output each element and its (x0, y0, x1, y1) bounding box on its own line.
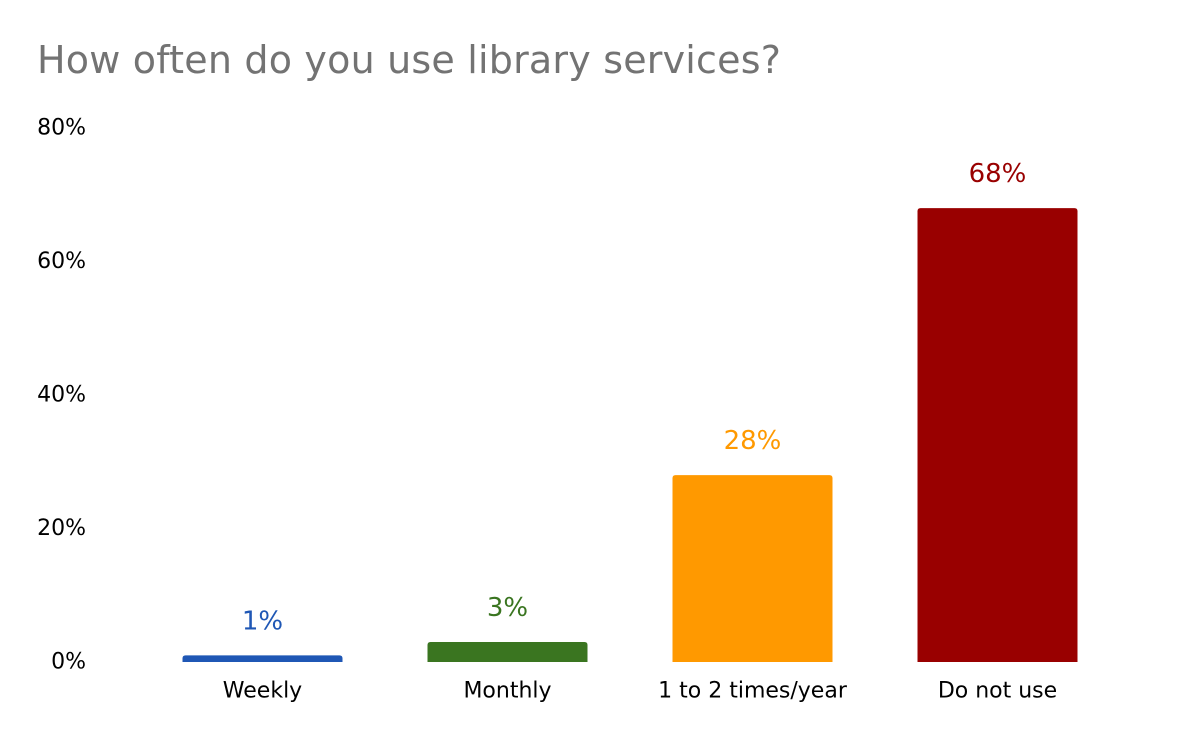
x-tick-label: 1 to 2 times/year (658, 679, 848, 704)
x-axis: Weekly Monthly 1 to 2 times/year Do not use (223, 679, 1057, 704)
data-label: 68% (969, 159, 1027, 189)
data-label: 1% (242, 606, 283, 636)
x-tick-label: Monthly (463, 679, 551, 704)
y-tick-label: 20% (37, 516, 86, 541)
data-labels: 1% 3% 28% 68% (242, 159, 1027, 636)
data-label: 3% (487, 593, 528, 623)
y-axis: 0% 20% 40% 60% 80% (37, 116, 86, 675)
chart-title: How often do you use library services? (37, 38, 782, 82)
bar (427, 641, 588, 662)
data-label: 28% (724, 426, 782, 456)
x-tick-label: Do not use (938, 679, 1057, 704)
bar (917, 208, 1078, 662)
y-tick-label: 60% (37, 249, 86, 274)
x-tick-label: Weekly (223, 679, 302, 704)
y-tick-label: 40% (37, 383, 86, 408)
bar (672, 475, 833, 662)
bars (182, 208, 1078, 662)
bar (182, 655, 343, 662)
y-tick-label: 80% (37, 116, 86, 141)
y-tick-label: 0% (51, 650, 86, 675)
